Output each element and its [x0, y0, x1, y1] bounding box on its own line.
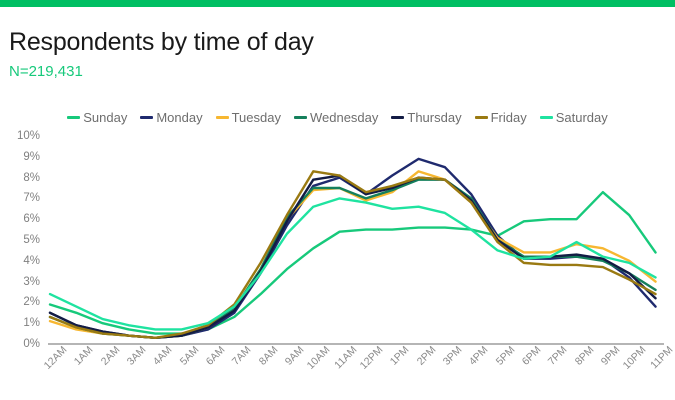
x-axis-tick: 7PM	[545, 344, 570, 368]
legend-item-wednesday[interactable]: Wednesday	[293, 110, 379, 125]
legend-swatch-icon	[67, 116, 81, 119]
line-chart-svg	[48, 157, 657, 339]
x-axis-tick: 1PM	[387, 344, 412, 368]
x-axis-tick: 6PM	[519, 344, 544, 368]
x-axis-tick: 6AM	[203, 344, 228, 368]
x-axis-tick: 1AM	[72, 344, 96, 368]
x-axis-tick: 5AM	[177, 344, 202, 368]
x-axis-tick: 9PM	[598, 344, 623, 368]
x-axis-tick: 3PM	[440, 344, 465, 368]
plot-area	[48, 136, 668, 344]
x-axis-tick: 7AM	[230, 344, 254, 368]
legend-label: Tuesday	[231, 110, 281, 125]
legend-swatch-icon	[140, 116, 154, 119]
legend-label: Friday	[490, 110, 527, 125]
series-line-friday	[48, 170, 657, 339]
legend-swatch-icon	[293, 116, 307, 119]
x-axis-tick: 12PM	[357, 344, 386, 372]
sample-size-label: N=219,431	[9, 63, 83, 80]
y-axis-tick: 5%	[23, 234, 40, 246]
x-axis-tick: 2AM	[98, 344, 123, 368]
x-axis-baseline	[48, 343, 664, 345]
x-axis-tick: 8PM	[572, 344, 597, 368]
x-axis-tick: 11PM	[647, 344, 675, 372]
series-line-sunday	[48, 190, 657, 335]
top-accent-bar	[0, 0, 675, 7]
x-axis-tick: 10AM	[304, 344, 333, 372]
legend-label: Thursday	[407, 110, 462, 125]
x-axis-tick: 10PM	[620, 344, 649, 372]
x-axis-tick: 5PM	[493, 344, 518, 368]
y-axis: 0% 1% 2% 3% 4% 5% 6% 7% 8% 9% 10%	[0, 130, 44, 350]
legend-item-tuesday[interactable]: Tuesday	[215, 110, 281, 125]
y-axis-tick: 7%	[23, 192, 40, 205]
legend-item-friday[interactable]: Friday	[474, 110, 527, 125]
legend-swatch-icon	[215, 116, 229, 119]
legend-swatch-icon	[539, 116, 553, 119]
legend-label: Saturday	[555, 110, 608, 125]
y-axis-tick: 0%	[23, 338, 40, 350]
series-line-saturday	[48, 197, 657, 331]
legend-swatch-icon	[474, 116, 488, 119]
legend-item-saturday[interactable]: Saturday	[539, 110, 608, 125]
page-title: Respondents by time of day	[9, 28, 314, 56]
legend-label: Wednesday	[309, 110, 379, 125]
y-axis-tick: 9%	[23, 150, 40, 163]
legend-item-thursday[interactable]: Thursday	[391, 110, 462, 125]
y-axis-tick: 2%	[23, 296, 40, 309]
legend-label: Sunday	[83, 110, 128, 125]
x-axis-tick: 4AM	[151, 344, 175, 368]
x-axis-tick: 9AM	[282, 344, 307, 368]
x-axis-tick: 4PM	[466, 344, 491, 368]
legend-item-sunday[interactable]: Sunday	[67, 110, 127, 125]
y-axis-tick: 8%	[23, 171, 40, 184]
legend-label: Monday	[156, 110, 203, 125]
y-axis-tick: 1%	[23, 317, 40, 330]
y-axis-tick: 10%	[16, 130, 40, 142]
legend-swatch-icon	[391, 116, 405, 119]
x-axis-tick: 11AM	[331, 344, 360, 372]
chart-legend: Sunday Monday Tuesday Wednesday Thursday Frid…	[0, 110, 675, 125]
legend-item-monday[interactable]: Monday	[140, 110, 203, 125]
y-axis-tick: 6%	[23, 213, 40, 226]
x-axis-tick: 3AM	[124, 344, 149, 368]
x-axis-tick: 8AM	[256, 344, 281, 368]
x-axis-tick: 2PM	[414, 344, 439, 368]
x-axis: 12AM 1AM 2AM 3AM 4AM 5AM 6AM 7AM 8AM 9AM 10AM 11AM 1…	[42, 344, 675, 400]
x-axis-tick: 12AM	[41, 344, 70, 372]
y-axis-tick: 3%	[23, 275, 40, 288]
y-axis-tick: 4%	[23, 254, 40, 267]
